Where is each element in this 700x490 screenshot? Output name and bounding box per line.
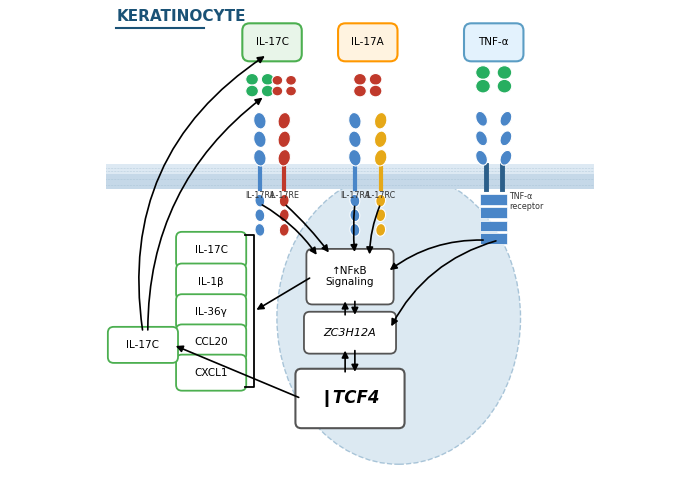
Ellipse shape xyxy=(246,85,258,97)
FancyBboxPatch shape xyxy=(242,24,302,61)
Ellipse shape xyxy=(476,131,487,146)
Text: IL-17C: IL-17C xyxy=(127,340,160,350)
Ellipse shape xyxy=(253,149,266,166)
FancyBboxPatch shape xyxy=(304,312,396,354)
Ellipse shape xyxy=(500,131,512,146)
Ellipse shape xyxy=(369,85,382,97)
FancyBboxPatch shape xyxy=(176,355,246,391)
Ellipse shape xyxy=(279,223,289,236)
Text: IL-17C: IL-17C xyxy=(256,37,288,48)
Bar xyxy=(106,174,594,189)
Ellipse shape xyxy=(272,75,283,85)
Ellipse shape xyxy=(476,150,487,165)
Ellipse shape xyxy=(277,172,521,464)
FancyBboxPatch shape xyxy=(307,249,393,304)
Ellipse shape xyxy=(255,209,265,221)
FancyBboxPatch shape xyxy=(295,369,405,428)
Ellipse shape xyxy=(261,74,274,85)
Text: ZC3H12A: ZC3H12A xyxy=(323,328,377,338)
Bar xyxy=(106,164,594,174)
Ellipse shape xyxy=(497,66,512,79)
Bar xyxy=(480,220,508,231)
Ellipse shape xyxy=(246,74,258,85)
Text: CCL20: CCL20 xyxy=(195,338,228,347)
Ellipse shape xyxy=(376,195,386,207)
Text: KERATINOCYTE: KERATINOCYTE xyxy=(116,9,246,24)
Text: IL-17RC: IL-17RC xyxy=(365,192,396,200)
Text: IL-17C: IL-17C xyxy=(195,245,228,255)
Ellipse shape xyxy=(255,223,265,236)
FancyBboxPatch shape xyxy=(176,232,246,268)
Ellipse shape xyxy=(374,149,387,166)
Ellipse shape xyxy=(278,131,290,147)
Ellipse shape xyxy=(279,195,289,207)
Ellipse shape xyxy=(350,223,360,236)
Ellipse shape xyxy=(476,79,490,93)
FancyBboxPatch shape xyxy=(108,327,178,363)
Bar xyxy=(480,233,508,244)
FancyBboxPatch shape xyxy=(176,264,246,299)
Text: IL-17RE: IL-17RE xyxy=(270,192,299,200)
Ellipse shape xyxy=(286,86,296,96)
Ellipse shape xyxy=(278,113,290,129)
Ellipse shape xyxy=(350,195,360,207)
Text: IL-1β: IL-1β xyxy=(198,276,224,287)
Bar xyxy=(480,194,508,204)
Ellipse shape xyxy=(253,131,266,147)
Text: IL-17RA: IL-17RA xyxy=(245,192,275,200)
Ellipse shape xyxy=(500,150,512,165)
Ellipse shape xyxy=(350,209,360,221)
Text: CXCL1: CXCL1 xyxy=(195,368,228,378)
Text: IL-17A: IL-17A xyxy=(351,37,384,48)
Text: TNF-α
receptor: TNF-α receptor xyxy=(510,192,544,211)
Ellipse shape xyxy=(286,75,296,85)
Bar xyxy=(480,207,508,218)
Ellipse shape xyxy=(354,85,366,97)
Text: TNF-α: TNF-α xyxy=(479,37,509,48)
Text: ❙TCF4: ❙TCF4 xyxy=(320,390,380,408)
FancyBboxPatch shape xyxy=(464,24,524,61)
Ellipse shape xyxy=(279,209,289,221)
Ellipse shape xyxy=(497,79,512,93)
Text: IL-36γ: IL-36γ xyxy=(195,307,227,317)
Text: ↑NFκB
Signaling: ↑NFκB Signaling xyxy=(326,266,374,288)
Ellipse shape xyxy=(255,195,265,207)
Ellipse shape xyxy=(369,74,382,85)
Ellipse shape xyxy=(349,131,361,147)
Ellipse shape xyxy=(476,111,487,126)
FancyBboxPatch shape xyxy=(176,294,246,330)
Ellipse shape xyxy=(349,149,361,166)
FancyBboxPatch shape xyxy=(176,324,246,361)
Ellipse shape xyxy=(476,66,490,79)
Ellipse shape xyxy=(278,149,290,166)
Ellipse shape xyxy=(261,85,274,97)
Text: IL-17RA: IL-17RA xyxy=(340,192,370,200)
Ellipse shape xyxy=(354,74,366,85)
Ellipse shape xyxy=(349,113,361,129)
Ellipse shape xyxy=(376,223,386,236)
Ellipse shape xyxy=(374,113,387,129)
FancyBboxPatch shape xyxy=(338,24,398,61)
Ellipse shape xyxy=(500,111,512,126)
Ellipse shape xyxy=(272,86,283,96)
Ellipse shape xyxy=(253,113,266,129)
Ellipse shape xyxy=(376,209,386,221)
Ellipse shape xyxy=(374,131,387,147)
